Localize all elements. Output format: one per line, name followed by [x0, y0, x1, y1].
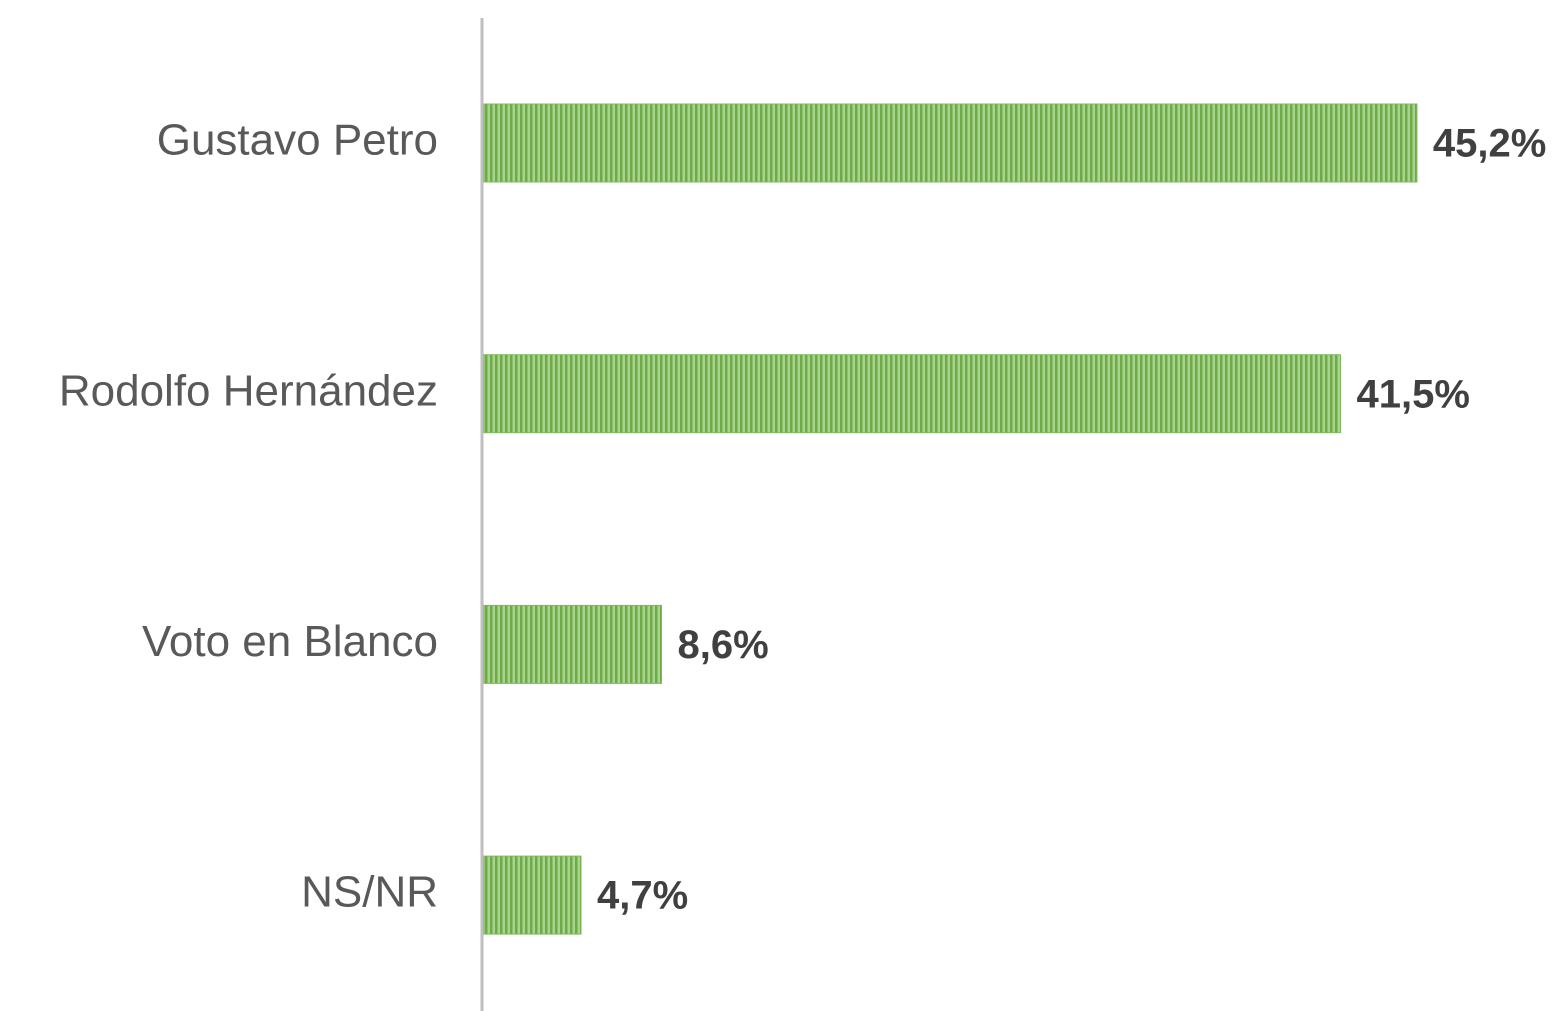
bar: [483, 855, 582, 935]
bar: [483, 103, 1418, 183]
value-label: 45,2%: [1433, 122, 1546, 166]
category-label: Gustavo Petro: [157, 116, 438, 165]
category-label: Voto en Blanco: [142, 617, 438, 666]
bar: [483, 604, 663, 684]
bar: [483, 354, 1342, 434]
value-label: 41,5%: [1357, 372, 1470, 416]
value-label: 8,6%: [678, 623, 769, 667]
category-label: Rodolfo Hernández: [59, 366, 438, 415]
value-label: 4,7%: [597, 874, 688, 918]
category-label: NS/NR: [301, 868, 438, 917]
